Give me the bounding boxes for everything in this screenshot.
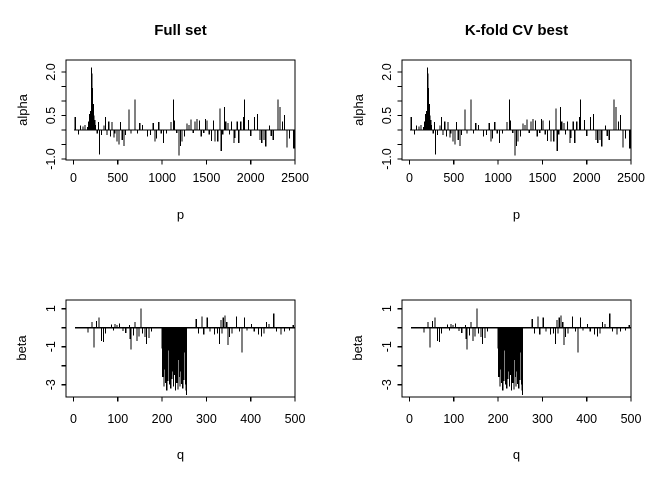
plot-area: 0 500 1000 1500 2000 2500 -1.0 0.5 2.0 — [380, 59, 645, 185]
coefficient-spikes — [87, 308, 294, 396]
y-axis-label: beta — [14, 335, 29, 361]
plot-area: 0 500 1000 1500 2000 2500 -1.0 0.5 2.0 — [44, 59, 309, 185]
x-tick-label: 300 — [532, 412, 553, 426]
y-tick-label: 0.5 — [44, 107, 58, 124]
x-tick-label: 2000 — [573, 171, 601, 185]
x-axis-label: p — [177, 207, 184, 222]
x-tick-label: 0 — [406, 171, 413, 185]
x-tick-label: 200 — [488, 412, 509, 426]
x-tick-label: 400 — [240, 412, 261, 426]
panel-title: Full set — [154, 22, 207, 39]
x-tick-label: 500 — [443, 171, 464, 185]
x-tick-label: 0 — [70, 171, 77, 185]
y-tick-label: 1 — [380, 305, 394, 312]
plot-area: 0 100 200 300 400 500 1 -1 -3 — [44, 299, 306, 426]
coefficient-spikes — [74, 67, 295, 156]
y-tick-label: 0.5 — [380, 107, 394, 124]
x-axis-label: q — [177, 447, 184, 462]
panel-title: K-fold CV best — [465, 22, 568, 39]
y-tick-label: 1 — [44, 305, 58, 312]
x-tick-label: 1000 — [484, 171, 512, 185]
y-tick-label: -1 — [380, 341, 394, 352]
plot-box — [401, 299, 632, 398]
y-axis-label: alpha — [15, 93, 30, 126]
plot-area: 0 100 200 300 400 500 1 -1 -3 — [380, 299, 642, 426]
y-tick-label: -1.0 — [380, 148, 394, 170]
panel-kfold-cv-alpha: K-fold CV best p alpha 0 500 1000 1500 2000 2… — [351, 22, 645, 222]
y-tick-label: 2.0 — [44, 63, 58, 80]
panel-full-set-alpha: Full set p alpha 0 500 1000 1500 2000 2500 -1.… — [15, 22, 309, 222]
y-tick-label: -1.0 — [44, 148, 58, 170]
x-tick-label: 2500 — [281, 171, 309, 185]
x-tick-label: 100 — [443, 412, 464, 426]
x-tick-label: 100 — [107, 412, 128, 426]
x-tick-label: 2000 — [237, 171, 265, 185]
plot-box — [65, 299, 296, 398]
y-tick-label: -3 — [44, 379, 58, 390]
y-tick-label: 2.0 — [380, 63, 394, 80]
x-tick-label: 0 — [406, 412, 413, 426]
coefficient-spikes — [410, 67, 631, 156]
y-tick-label: -1 — [44, 341, 58, 352]
y-tick-label: -3 — [380, 379, 394, 390]
panel-full-set-beta: q beta 0 100 200 300 400 500 1 -1 -3 — [14, 299, 306, 462]
x-tick-label: 0 — [70, 412, 77, 426]
x-tick-label: 500 — [285, 412, 306, 426]
plot-box — [65, 59, 296, 161]
x-tick-label: 300 — [196, 412, 217, 426]
x-axis-label: q — [513, 447, 520, 462]
y-axis-label: beta — [350, 335, 365, 361]
x-tick-label: 1000 — [148, 171, 176, 185]
coefficient-spikes — [423, 308, 630, 396]
x-tick-label: 1500 — [192, 171, 220, 185]
x-tick-label: 500 — [107, 171, 128, 185]
x-tick-label: 2500 — [617, 171, 645, 185]
x-tick-label: 200 — [152, 412, 173, 426]
x-tick-label: 1500 — [528, 171, 556, 185]
panel-kfold-cv-beta: q beta 0 100 200 300 400 500 1 -1 -3 — [350, 299, 642, 462]
y-axis-label: alpha — [351, 93, 366, 126]
x-tick-label: 500 — [621, 412, 642, 426]
x-axis-label: p — [513, 207, 520, 222]
x-tick-label: 400 — [576, 412, 597, 426]
plot-box — [401, 59, 632, 161]
